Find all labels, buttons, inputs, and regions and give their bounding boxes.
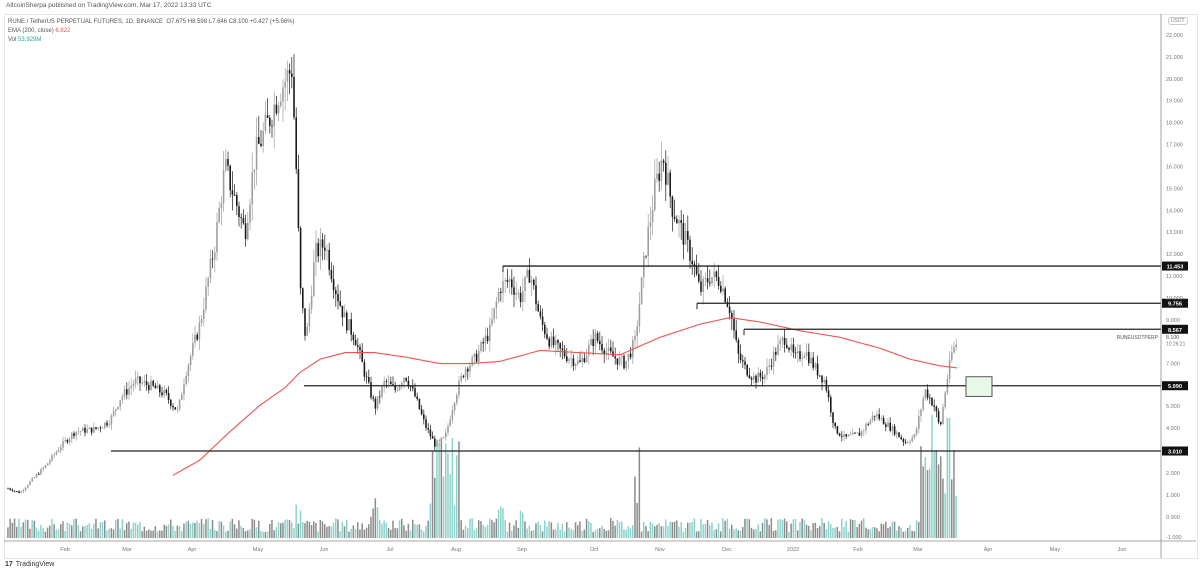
support-resistance-lines[interactable]: 11.453 9.756 8.567 5.990 3.010 xyxy=(111,261,1188,456)
time-tick: Mar xyxy=(913,547,923,553)
volume-tick: 1.000 xyxy=(1166,493,1180,499)
target-zone-box[interactable] xyxy=(965,376,993,397)
candlesticks xyxy=(7,54,957,494)
price-tick: 13.000 xyxy=(1166,230,1183,236)
price-axis[interactable]: 22.000 21.000 20.000 19.000 18.000 17.000 16.0… xyxy=(1166,33,1183,541)
volume-legend-row[interactable]: Vol 53.929M xyxy=(8,36,295,45)
ema-legend-row[interactable]: EMA (200, close) 6.822 xyxy=(8,27,295,36)
volume-label: Vol xyxy=(8,37,17,43)
ema-200-line xyxy=(172,317,958,476)
time-tick: Sep xyxy=(517,547,527,553)
svg-text:10:26:21: 10:26:21 xyxy=(1166,341,1186,347)
volume-tick: 4.000 xyxy=(1166,426,1180,432)
time-axis[interactable]: Feb Mar Apr May Jun Jul Aug Sep Oct Nov Dec 2022 Feb… xyxy=(60,547,1126,553)
price-tick: 9.000 xyxy=(1166,318,1180,324)
price-tick: 18.000 xyxy=(1166,121,1183,127)
volume-value: 53.929M xyxy=(18,37,42,43)
svg-text:8.567: 8.567 xyxy=(1168,328,1182,334)
level-5.990[interactable]: 5.990 xyxy=(304,381,1188,391)
level-3.010[interactable]: 3.010 xyxy=(111,446,1188,456)
ema-label: EMA (200, close) xyxy=(8,28,54,34)
ema-value: 6.822 xyxy=(55,28,71,34)
svg-text:RUNEUSDTPERP: RUNEUSDTPERP xyxy=(1117,335,1159,341)
price-tick: 11.000 xyxy=(1166,274,1182,280)
time-tick: Oct xyxy=(590,547,599,553)
volume-tick: 0.000 xyxy=(1166,515,1180,521)
tv-logo-icon: 17 xyxy=(5,561,13,568)
brand-name: TradingView xyxy=(15,561,55,568)
chart-legend: RUNE / TetherUS PERPETUAL FUTURES, 1D, B… xyxy=(8,18,295,45)
level-8.567[interactable]: 8.567 xyxy=(743,324,1188,336)
volume-tick: -1.000 xyxy=(1166,535,1182,541)
time-tick: Dec xyxy=(722,547,732,553)
time-tick: Nov xyxy=(655,547,665,553)
publisher-line: AltcoinSherpa published on TradingView.c… xyxy=(6,2,212,9)
time-tick: Apr xyxy=(188,547,197,553)
svg-text:8.100: 8.100 xyxy=(1166,335,1179,341)
svg-text:3.010: 3.010 xyxy=(1168,450,1182,456)
price-tick: 20.000 xyxy=(1166,77,1183,83)
time-tick: Apr xyxy=(984,547,993,553)
ohlc-values: O7.675 H8.598 L7.646 C8.100 +0.427 (+5.5… xyxy=(166,19,295,25)
price-tick: 7.000 xyxy=(1166,362,1180,368)
price-tick: 14.000 xyxy=(1166,208,1183,214)
volume-bars xyxy=(7,414,957,538)
time-tick: Mar xyxy=(122,547,132,553)
time-tick: May xyxy=(253,547,264,553)
chart-frame xyxy=(4,14,1198,559)
svg-text:11.453: 11.453 xyxy=(1167,265,1184,271)
symbol-legend-row: RUNE / TetherUS PERPETUAL FUTURES, 1D, B… xyxy=(8,18,295,27)
price-tick: 10.000 xyxy=(1166,296,1183,302)
price-tick: 15.000 xyxy=(1166,186,1183,192)
time-tick: Feb xyxy=(60,547,69,553)
price-tick: 22.000 xyxy=(1166,33,1183,39)
price-tick: 17.000 xyxy=(1166,143,1183,149)
time-tick: Jul xyxy=(386,547,393,553)
price-tick: 12.000 xyxy=(1166,252,1183,258)
svg-text:9.756: 9.756 xyxy=(1168,302,1182,308)
time-tick: Jun xyxy=(1118,547,1127,553)
time-tick: 2022 xyxy=(787,547,799,553)
svg-text:5.990: 5.990 xyxy=(1168,384,1182,390)
price-tick: 19.000 xyxy=(1166,99,1183,105)
time-tick: May xyxy=(1050,547,1061,553)
time-tick: Feb xyxy=(853,547,862,553)
time-tick: Aug xyxy=(451,547,461,553)
price-tick: 21.000 xyxy=(1166,55,1183,61)
currency-badge[interactable]: USDT xyxy=(1168,17,1188,25)
volume-tick: 5.000 xyxy=(1166,404,1180,410)
level-11.453[interactable]: 11.453 xyxy=(502,261,1188,273)
time-tick: Jun xyxy=(320,547,329,553)
tradingview-logo[interactable]: 17 TradingView xyxy=(5,561,54,568)
symbol-name[interactable]: RUNE / TetherUS PERPETUAL FUTURES, 1D, B… xyxy=(8,19,164,25)
level-9.756[interactable]: 9.756 xyxy=(696,298,1188,310)
volume-tick: 2.000 xyxy=(1166,471,1180,477)
price-tick: 16.000 xyxy=(1166,164,1183,170)
